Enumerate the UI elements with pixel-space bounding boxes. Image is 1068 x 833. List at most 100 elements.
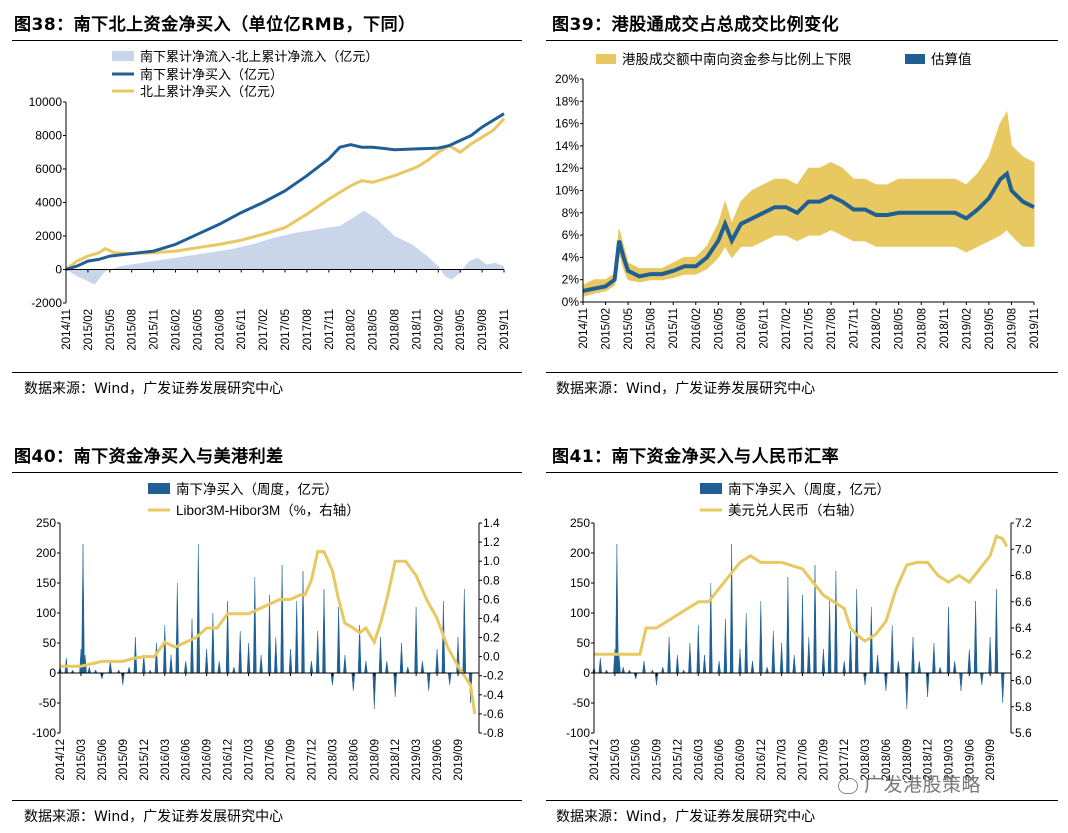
y-axis-right-tick-label: -0.4 (483, 688, 504, 702)
y-axis-tick-label: -2000 (31, 296, 62, 310)
x-tick-label: 2015/03 (610, 739, 622, 781)
x-tick-label: 2015/05 (105, 309, 117, 351)
x-tick-label: 2017/06 (798, 739, 810, 781)
x-tick-label: 2014/11 (578, 308, 590, 349)
x-tick-label: 2019/03 (411, 739, 423, 781)
x-tick-label: 2017/11 (849, 308, 861, 349)
y-axis-left-tick-label: 0 (49, 666, 56, 680)
area-net-diff (66, 210, 504, 285)
y-axis-right-tick-label: 6.4 (1015, 621, 1032, 635)
x-tick-label: 2015/12 (672, 739, 684, 781)
y-axis-tick-label: 2% (562, 273, 580, 287)
x-tick-label: 2015/06 (631, 739, 643, 781)
x-tick-label: 2017/09 (285, 739, 297, 781)
x-tick-label: 2018/03 (860, 739, 872, 781)
y-axis-left-tick-label: 200 (570, 546, 590, 560)
source-note: 数据来源：Wind，广发证券发展研究中心 (24, 381, 284, 397)
legend-swatch-estimate (905, 54, 925, 64)
x-tick-label: 2015/02 (83, 309, 95, 351)
x-tick-label: 2018/06 (881, 739, 893, 781)
source-rule (546, 372, 1058, 373)
x-tick-label: 2015/11 (149, 309, 161, 350)
x-tick-label: 2017/06 (265, 739, 277, 781)
y-axis-right-tick-label: 5.6 (1015, 726, 1032, 740)
watermark: 广发港股策略 (838, 770, 981, 797)
line-estimate (582, 170, 1035, 293)
y-axis-right-tick-label: 6.8 (1015, 569, 1032, 583)
x-tick-label: 2015/03 (76, 739, 88, 781)
x-tick-label: 2015/08 (646, 308, 658, 350)
chart-title: 图39：港股通成交占总成交比例变化 (552, 15, 840, 35)
y-axis-right-tick-label: 7.2 (1015, 516, 1032, 530)
y-axis-left-tick-label: 150 (36, 576, 56, 590)
line-usdcny (594, 534, 1009, 656)
x-tick-label: 2016/12 (756, 739, 768, 781)
x-tick-label: 2016/02 (691, 308, 703, 350)
y-axis-left-tick-label: -100 (566, 726, 590, 740)
legend-swatch-area (112, 51, 134, 61)
chart-fig40: 250 200 150 100 50 0 -50 -100 1.4 1.2 1.0 0.8 0.6 0.4… (32, 482, 504, 781)
x-tick-label: 2019/11 (1029, 308, 1041, 349)
x-tick-label: 2014/11 (61, 309, 73, 350)
y-axis-left-tick-label: 100 (36, 606, 56, 620)
line-libor-hibor (60, 550, 477, 715)
y-axis-right-tick-label: -0.6 (483, 707, 504, 721)
y-axis-right-tick-label: 0.0 (483, 650, 500, 664)
title-rule (546, 472, 1058, 473)
wechat-icon (838, 777, 858, 794)
band-range (582, 111, 1035, 298)
y-axis-tick-label: 4000 (35, 196, 62, 210)
y-axis-right-tick-label: 7.0 (1015, 542, 1032, 556)
legend-label: 北上累计净买入（亿元） (140, 84, 283, 99)
x-tick-label: 2016/03 (693, 739, 705, 781)
x-tick-label: 2016/09 (735, 739, 747, 781)
source-note: 数据来源：Wind，广发证券发展研究中心 (556, 381, 816, 397)
y-axis-left-tick-label: 50 (577, 636, 591, 650)
y-axis-right-tick-label: 0.2 (483, 631, 500, 645)
source-note: 数据来源：Wind，广发证券发展研究中心 (24, 809, 284, 825)
x-tick-label: 2015/12 (139, 739, 151, 781)
y-axis-right-tick-label: 1.2 (483, 535, 500, 549)
x-tick-label: 2017/09 (818, 739, 830, 781)
x-tick-label: 2016/05 (713, 308, 725, 350)
x-tick-label: 2017/12 (839, 739, 851, 781)
y-axis-right-tick-label: -0.8 (483, 726, 504, 740)
y-axis-left-tick-label: -50 (573, 696, 591, 710)
y-axis-tick-label: 10000 (29, 95, 63, 109)
x-tick-label: 2016/12 (223, 739, 235, 781)
x-tick-label: 2018/02 (871, 308, 883, 350)
chart-title: 图41：南下资金净买入与人民币汇率 (552, 447, 840, 467)
y-axis-left-tick-label: 250 (570, 516, 590, 530)
y-axis-left-tick-label: 50 (43, 636, 57, 650)
x-tick-label: 2019/03 (943, 739, 955, 781)
x-tick-label: 2014/12 (55, 739, 67, 781)
y-axis-left-tick-label: 0 (583, 666, 590, 680)
y-axis-tick-label: 8000 (35, 129, 62, 143)
x-tick-label: 2018/02 (346, 309, 358, 351)
legend-label: 美元兑人民币（右轴） (728, 503, 863, 518)
y-axis-left-tick-label: -100 (32, 726, 56, 740)
legend-swatch-weekly (700, 483, 722, 494)
x-tick-label: 2019/05 (455, 309, 467, 351)
x-tick-label: 2018/09 (369, 739, 381, 781)
x-tick-label: 2018/11 (939, 308, 951, 349)
title-rule (546, 40, 1058, 41)
y-axis-left-tick-label: -50 (39, 696, 57, 710)
x-tick-label: 2016/02 (171, 309, 183, 351)
legend-label: 估算值 (931, 52, 972, 67)
x-tick-label: 2018/03 (327, 739, 339, 781)
x-tick-label: 2015/11 (668, 308, 680, 349)
y-axis-right-tick-label: -0.2 (483, 669, 504, 683)
x-tick-label: 2019/02 (961, 308, 973, 350)
x-tick-label: 2016/09 (202, 739, 214, 781)
x-tick-label: 2015/06 (97, 739, 109, 781)
y-axis-right-tick-label: 6.0 (1015, 674, 1032, 688)
legend-label: 南下净买入（周度，亿元） (728, 482, 890, 497)
y-axis-right-tick-label: 1.4 (483, 516, 500, 530)
x-tick-label: 2017/08 (826, 308, 838, 350)
x-tick-label: 2019/05 (984, 308, 996, 350)
y-axis-tick-label: 2000 (35, 229, 62, 243)
y-axis-right-tick-label: 6.2 (1015, 647, 1032, 661)
y-axis-right-tick-label: 0.4 (483, 611, 500, 625)
